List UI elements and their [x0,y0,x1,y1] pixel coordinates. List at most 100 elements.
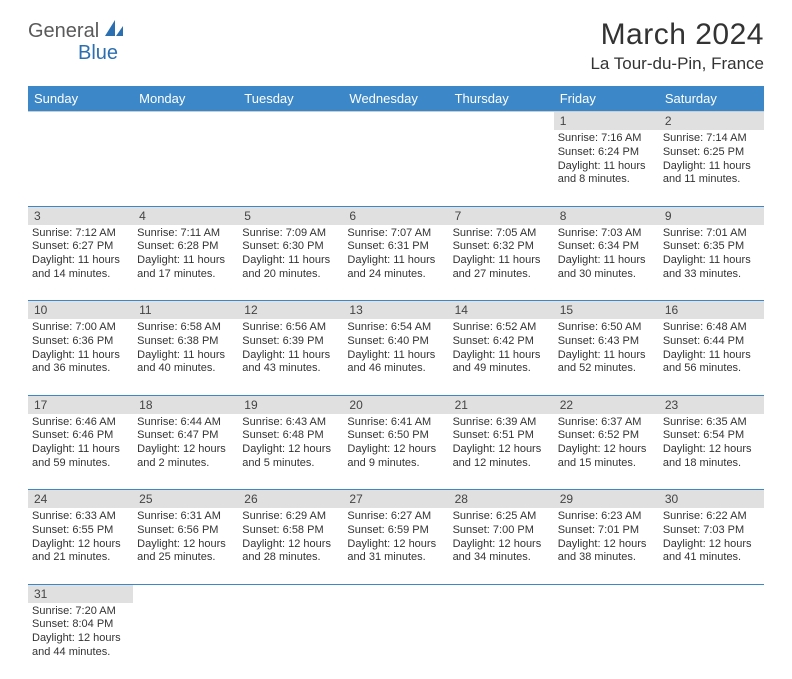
day-cell [554,603,659,679]
day-cell [28,130,133,206]
week-row: Sunrise: 7:00 AMSunset: 6:36 PMDaylight:… [28,319,764,395]
day-details: Sunrise: 7:11 AMSunset: 6:28 PMDaylight:… [137,227,234,282]
day-cell: Sunrise: 7:07 AMSunset: 6:31 PMDaylight:… [343,225,448,301]
day-cell: Sunrise: 7:11 AMSunset: 6:28 PMDaylight:… [133,225,238,301]
day-details: Sunrise: 6:23 AMSunset: 7:01 PMDaylight:… [558,510,655,565]
day-details: Sunrise: 6:43 AMSunset: 6:48 PMDaylight:… [242,416,339,471]
day-cell [238,603,343,679]
logo-sub: Blue [30,42,118,65]
day-number: 8 [554,206,659,225]
day-cell: Sunrise: 6:33 AMSunset: 6:55 PMDaylight:… [28,508,133,584]
day-header-tuesday: Tuesday [238,86,343,112]
day-header-wednesday: Wednesday [343,86,448,112]
week-row: Sunrise: 7:12 AMSunset: 6:27 PMDaylight:… [28,225,764,301]
day-details: Sunrise: 6:54 AMSunset: 6:40 PMDaylight:… [347,321,444,376]
day-cell: Sunrise: 7:05 AMSunset: 6:32 PMDaylight:… [449,225,554,301]
day-details: Sunrise: 7:05 AMSunset: 6:32 PMDaylight:… [453,227,550,282]
day-number: 29 [554,490,659,509]
day-number [343,112,448,131]
day-header-friday: Friday [554,86,659,112]
day-cell: Sunrise: 7:20 AMSunset: 8:04 PMDaylight:… [28,603,133,679]
day-number: 11 [133,301,238,320]
day-number: 10 [28,301,133,320]
day-cell: Sunrise: 7:16 AMSunset: 6:24 PMDaylight:… [554,130,659,206]
calendar-table: SundayMondayTuesdayWednesdayThursdayFrid… [28,86,764,679]
day-number [449,584,554,603]
day-number [449,112,554,131]
day-number [133,112,238,131]
day-details: Sunrise: 7:20 AMSunset: 8:04 PMDaylight:… [32,605,129,660]
header: General March 2024 La Tour-du-Pin, Franc… [0,0,792,82]
day-cell [343,130,448,206]
day-number [554,584,659,603]
day-number: 1 [554,112,659,131]
day-number: 16 [659,301,764,320]
logo-text-general: General [28,20,99,43]
week-row: Sunrise: 6:46 AMSunset: 6:46 PMDaylight:… [28,414,764,490]
day-details: Sunrise: 6:50 AMSunset: 6:43 PMDaylight:… [558,321,655,376]
day-cell: Sunrise: 6:22 AMSunset: 7:03 PMDaylight:… [659,508,764,584]
day-number: 12 [238,301,343,320]
day-cell [449,603,554,679]
week-row: Sunrise: 6:33 AMSunset: 6:55 PMDaylight:… [28,508,764,584]
day-cell: Sunrise: 6:54 AMSunset: 6:40 PMDaylight:… [343,319,448,395]
day-cell: Sunrise: 6:46 AMSunset: 6:46 PMDaylight:… [28,414,133,490]
daynum-row: 17181920212223 [28,395,764,414]
day-number [133,584,238,603]
day-number: 17 [28,395,133,414]
day-cell: Sunrise: 6:27 AMSunset: 6:59 PMDaylight:… [343,508,448,584]
day-details: Sunrise: 6:39 AMSunset: 6:51 PMDaylight:… [453,416,550,471]
week-row: Sunrise: 7:20 AMSunset: 8:04 PMDaylight:… [28,603,764,679]
day-cell [659,603,764,679]
day-number: 19 [238,395,343,414]
day-number: 22 [554,395,659,414]
day-number: 7 [449,206,554,225]
day-number: 26 [238,490,343,509]
day-cell: Sunrise: 7:12 AMSunset: 6:27 PMDaylight:… [28,225,133,301]
daynum-row: 24252627282930 [28,490,764,509]
day-cell [343,603,448,679]
day-cell [133,603,238,679]
day-number: 21 [449,395,554,414]
day-number: 6 [343,206,448,225]
logo-text-blue: Blue [78,42,118,64]
day-number: 24 [28,490,133,509]
day-cell: Sunrise: 6:44 AMSunset: 6:47 PMDaylight:… [133,414,238,490]
day-header-saturday: Saturday [659,86,764,112]
day-cell: Sunrise: 7:00 AMSunset: 6:36 PMDaylight:… [28,319,133,395]
day-cell [133,130,238,206]
day-header-monday: Monday [133,86,238,112]
day-details: Sunrise: 7:12 AMSunset: 6:27 PMDaylight:… [32,227,129,282]
day-number: 4 [133,206,238,225]
day-cell [449,130,554,206]
day-header-row: SundayMondayTuesdayWednesdayThursdayFrid… [28,86,764,112]
day-details: Sunrise: 6:25 AMSunset: 7:00 PMDaylight:… [453,510,550,565]
day-number [659,584,764,603]
day-details: Sunrise: 6:58 AMSunset: 6:38 PMDaylight:… [137,321,234,376]
day-details: Sunrise: 7:03 AMSunset: 6:34 PMDaylight:… [558,227,655,282]
week-row: Sunrise: 7:16 AMSunset: 6:24 PMDaylight:… [28,130,764,206]
day-details: Sunrise: 7:00 AMSunset: 6:36 PMDaylight:… [32,321,129,376]
daynum-row: 3456789 [28,206,764,225]
day-details: Sunrise: 6:44 AMSunset: 6:47 PMDaylight:… [137,416,234,471]
day-header-thursday: Thursday [449,86,554,112]
month-title: March 2024 [590,18,764,52]
day-number: 5 [238,206,343,225]
day-details: Sunrise: 6:22 AMSunset: 7:03 PMDaylight:… [663,510,760,565]
day-cell: Sunrise: 6:50 AMSunset: 6:43 PMDaylight:… [554,319,659,395]
day-cell: Sunrise: 7:09 AMSunset: 6:30 PMDaylight:… [238,225,343,301]
day-number [28,112,133,131]
day-details: Sunrise: 6:46 AMSunset: 6:46 PMDaylight:… [32,416,129,471]
day-number: 2 [659,112,764,131]
day-cell: Sunrise: 7:03 AMSunset: 6:34 PMDaylight:… [554,225,659,301]
day-details: Sunrise: 6:41 AMSunset: 6:50 PMDaylight:… [347,416,444,471]
day-cell: Sunrise: 6:43 AMSunset: 6:48 PMDaylight:… [238,414,343,490]
day-cell: Sunrise: 6:25 AMSunset: 7:00 PMDaylight:… [449,508,554,584]
day-details: Sunrise: 6:33 AMSunset: 6:55 PMDaylight:… [32,510,129,565]
day-number: 15 [554,301,659,320]
day-number: 14 [449,301,554,320]
day-details: Sunrise: 6:31 AMSunset: 6:56 PMDaylight:… [137,510,234,565]
day-cell: Sunrise: 6:37 AMSunset: 6:52 PMDaylight:… [554,414,659,490]
day-cell: Sunrise: 6:41 AMSunset: 6:50 PMDaylight:… [343,414,448,490]
day-details: Sunrise: 6:56 AMSunset: 6:39 PMDaylight:… [242,321,339,376]
